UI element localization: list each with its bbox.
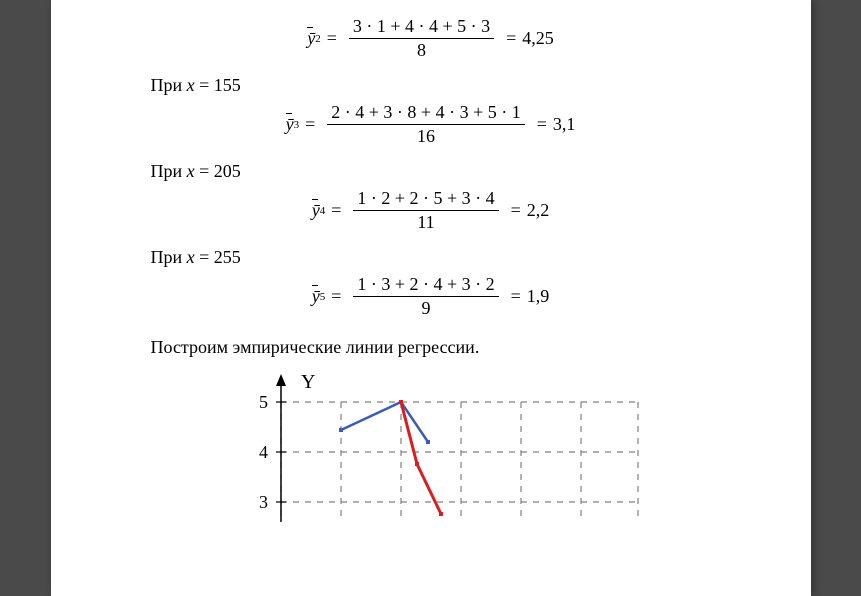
eq5-var: ȳ: [312, 286, 320, 306]
condition-255: При x = 255: [151, 247, 711, 268]
cond-val: = 205: [195, 161, 241, 181]
eq3-result: 3,1: [553, 114, 576, 135]
eq3-denominator: 16: [417, 125, 435, 147]
equals-sign: =: [331, 200, 341, 221]
eq5-denominator: 9: [421, 297, 430, 319]
equation-y2: ȳ2 = 3 · 1 + 4 · 4 + 5 · 3 8 = 4,25: [151, 16, 711, 61]
equation-y5: ȳ5 = 1 · 3 + 2 · 4 + 3 · 2 9 = 1,9: [151, 274, 711, 319]
equals-sign: =: [537, 114, 547, 135]
eq3-var: ȳ: [286, 114, 294, 134]
regression-text: Построим эмпирические линии регрессии.: [151, 337, 711, 358]
document-page: ȳ2 = 3 · 1 + 4 · 4 + 5 · 3 8 = 4,25 При …: [51, 0, 811, 596]
cond-val: = 155: [195, 75, 241, 95]
cond-prefix: При: [151, 161, 187, 181]
equals-sign: =: [331, 286, 341, 307]
eq4-sub: 4: [320, 205, 326, 217]
svg-text:Y: Y: [301, 372, 315, 393]
equation-y3: ȳ3 = 2 · 4 + 3 · 8 + 4 · 3 + 5 · 1 16 = …: [151, 102, 711, 147]
eq4-fraction: 1 · 2 + 2 · 5 + 3 · 4 11: [353, 188, 498, 233]
eq3-sub: 3: [294, 119, 300, 131]
equation-y4: ȳ4 = 1 · 2 + 2 · 5 + 3 · 4 11 = 2,2: [151, 188, 711, 233]
chart-svg: Y 5 4 3: [231, 372, 651, 522]
equals-sign: =: [506, 28, 516, 49]
eq3-numerator: 2 · 4 + 3 · 8 + 4 · 3 + 5 · 1: [327, 102, 524, 125]
equals-sign: =: [511, 200, 521, 221]
equals-sign: =: [511, 286, 521, 307]
eq2-denominator: 8: [417, 39, 426, 61]
cond-prefix: При: [151, 247, 187, 267]
equals-sign: =: [305, 114, 315, 135]
eq2-numerator: 3 · 1 + 4 · 4 + 5 · 3: [349, 16, 494, 39]
eq2-result: 4,25: [522, 28, 554, 49]
cond-var: x: [187, 247, 195, 267]
condition-155: При x = 155: [151, 75, 711, 96]
equals-sign: =: [327, 28, 337, 49]
eq4-var: ȳ: [312, 200, 320, 220]
content-area: ȳ2 = 3 · 1 + 4 · 4 + 5 · 3 8 = 4,25 При …: [51, 0, 811, 522]
svg-text:5: 5: [259, 392, 268, 412]
eq2-fraction: 3 · 1 + 4 · 4 + 5 · 3 8: [349, 16, 494, 61]
cond-prefix: При: [151, 75, 187, 95]
eq5-fraction: 1 · 3 + 2 · 4 + 3 · 2 9: [353, 274, 498, 319]
svg-text:4: 4: [259, 442, 268, 462]
cond-val: = 255: [195, 247, 241, 267]
eq4-result: 2,2: [527, 200, 550, 221]
svg-text:3: 3: [259, 492, 268, 512]
condition-205: При x = 205: [151, 161, 711, 182]
eq5-numerator: 1 · 3 + 2 · 4 + 3 · 2: [353, 274, 498, 297]
eq5-result: 1,9: [527, 286, 550, 307]
eq3-fraction: 2 · 4 + 3 · 8 + 4 · 3 + 5 · 1 16: [327, 102, 524, 147]
eq4-numerator: 1 · 2 + 2 · 5 + 3 · 4: [353, 188, 498, 211]
eq4-denominator: 11: [417, 211, 434, 233]
cond-var: x: [187, 161, 195, 181]
eq2-var: ȳ: [307, 28, 315, 48]
cond-var: x: [187, 75, 195, 95]
eq5-sub: 5: [320, 291, 326, 303]
regression-chart: Y 5 4 3: [231, 372, 631, 522]
eq2-sub: 2: [315, 33, 321, 45]
